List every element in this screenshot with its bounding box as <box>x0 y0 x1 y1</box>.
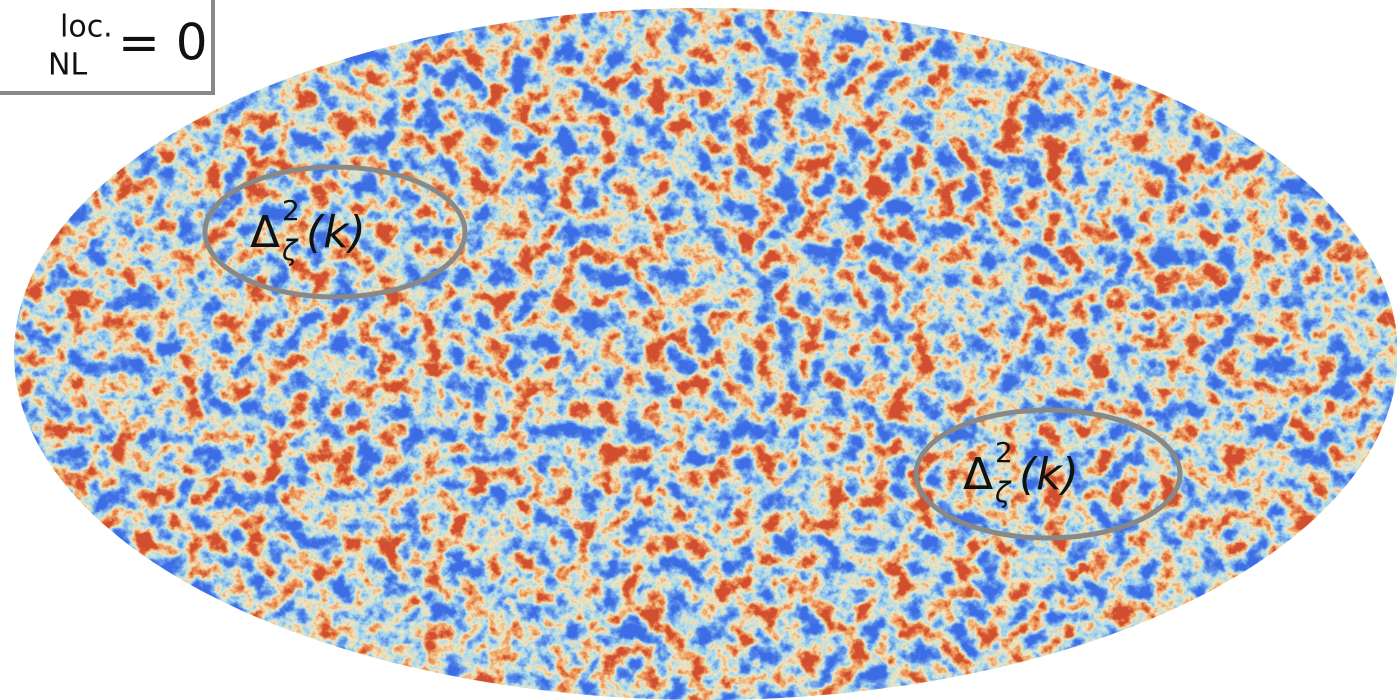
label-box: loc. NL = 0 <box>0 0 213 93</box>
label-value: = 0 <box>118 14 208 72</box>
symbol: Δ <box>963 449 993 500</box>
cmb-map <box>0 0 1397 700</box>
superscript: 2 <box>995 436 1013 469</box>
label-superscript: loc. <box>60 10 113 45</box>
temperature-field <box>0 0 1397 700</box>
argument: (k) <box>1019 449 1079 500</box>
argument: (k) <box>306 207 366 258</box>
symbol: Δ <box>250 207 280 258</box>
subscript: ζ <box>994 476 1012 509</box>
label-subscript: NL <box>48 48 87 83</box>
sky-map-figure: Δ 2 ζ (k) Δ 2 ζ (k) loc. NL = 0 <box>0 0 1397 700</box>
superscript: 2 <box>282 194 300 227</box>
subscript: ζ <box>281 234 299 267</box>
